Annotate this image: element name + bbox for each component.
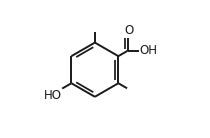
Text: HO: HO	[44, 89, 62, 102]
Text: OH: OH	[140, 44, 158, 57]
Text: O: O	[125, 24, 134, 37]
